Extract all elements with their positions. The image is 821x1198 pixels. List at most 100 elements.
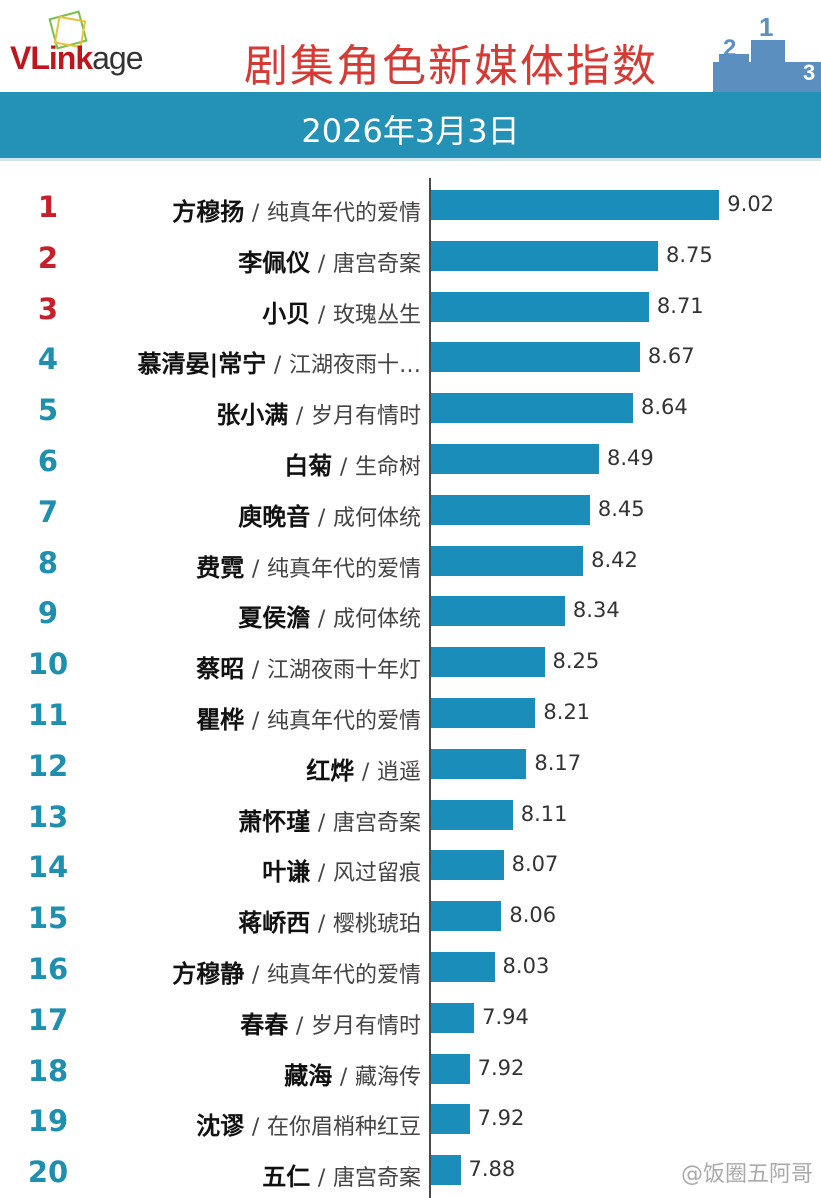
chart-row: 5 张小满 / 岁月有情时 8.64 xyxy=(0,391,821,431)
chart-row: 9 夏侯澹 / 成何体统 8.34 xyxy=(0,594,821,634)
bar-label: 春春 / 岁月有情时 xyxy=(240,1005,421,1040)
separator: / xyxy=(317,505,326,531)
rank-number: 9 xyxy=(37,596,59,631)
character-name: 白菊 xyxy=(284,452,333,480)
data-label: 8.17 xyxy=(534,750,582,775)
rank-number: 3 xyxy=(37,291,59,326)
chart-row: 13 萧怀瑾 / 唐宫奇案 8.11 xyxy=(0,798,821,838)
bar xyxy=(431,545,584,576)
separator: / xyxy=(273,353,282,379)
chart-row: 4 慕清晏|常宁 / 江湖夜雨十… 8.67 xyxy=(0,340,821,380)
bar-label: 红烨 / 逍遥 xyxy=(306,751,421,786)
chart-row: 6 白菊 / 生命树 8.49 xyxy=(0,442,821,482)
drama-title: 纯真年代的爱情 xyxy=(266,201,421,226)
drama-title: 岁月有情时 xyxy=(310,1013,421,1039)
data-label: 8.42 xyxy=(591,547,638,572)
data-label: 8.49 xyxy=(606,446,654,470)
bar xyxy=(431,799,513,830)
chart-row: 16 方穆静 / 纯真年代的爱情 8.03 xyxy=(0,950,821,990)
rank-number: 16 xyxy=(27,952,69,986)
separator: / xyxy=(361,759,370,785)
rank-number: 1 xyxy=(37,190,59,224)
character-name: 张小满 xyxy=(216,401,289,430)
chart-row: 14 叶谦 / 风过留痕 8.07 xyxy=(0,848,821,888)
separator: / xyxy=(317,912,326,938)
bar xyxy=(431,494,590,525)
separator: / xyxy=(251,709,260,734)
rank-number: 20 xyxy=(27,1155,69,1190)
character-name: 蒋峤西 xyxy=(238,909,311,938)
rank-number: 17 xyxy=(27,1002,69,1037)
separator: / xyxy=(317,302,326,328)
character-name: 慕清晏|常宁 xyxy=(137,350,267,379)
separator: / xyxy=(251,658,260,684)
character-name: 夏侯澹 xyxy=(238,604,311,633)
character-name: 春春 xyxy=(240,1010,289,1039)
data-label: 8.11 xyxy=(520,801,568,826)
separator: / xyxy=(295,404,304,430)
drama-title: 在你眉梢种红豆 xyxy=(266,1115,421,1141)
rank-number: 7 xyxy=(37,494,59,529)
rank-number: 10 xyxy=(27,647,69,682)
drama-title: 唐宫奇案 xyxy=(332,251,421,277)
bar-label: 张小满 / 岁月有情时 xyxy=(216,395,421,430)
chart-row: 18 藏海 / 藏海传 7.92 xyxy=(0,1052,821,1092)
rank-number: 6 xyxy=(37,444,59,478)
drama-title: 风过留痕 xyxy=(332,861,421,887)
separator: / xyxy=(251,201,260,226)
rank-number: 8 xyxy=(37,545,59,580)
character-name: 费霓 xyxy=(196,553,245,582)
drama-title: 玫瑰丛生 xyxy=(332,302,421,328)
drama-title: 成何体统 xyxy=(332,505,421,531)
drama-title: 江湖夜雨十… xyxy=(288,353,421,379)
chart-row: 20 五仁 / 唐宫奇案 7.88 xyxy=(0,1153,821,1193)
separator: / xyxy=(251,556,260,582)
drama-title: 成何体统 xyxy=(332,607,421,633)
bar-label: 沈谬 / 在你眉梢种红豆 xyxy=(196,1106,421,1141)
bar xyxy=(431,1002,475,1033)
drama-title: 生命树 xyxy=(354,455,421,480)
drama-title: 江湖夜雨十年灯 xyxy=(266,658,421,684)
bar xyxy=(431,342,640,373)
character-name: 红烨 xyxy=(306,756,355,785)
drama-title: 纯真年代的爱情 xyxy=(266,709,421,734)
watermark: @饭圈五阿哥 xyxy=(680,1162,813,1187)
data-label: 7.88 xyxy=(468,1157,516,1182)
chart-row: 3 小贝 / 玫瑰丛生 8.71 xyxy=(0,290,821,330)
rank-number: 14 xyxy=(27,850,69,885)
bar-label: 叶谦 / 风过留痕 xyxy=(262,852,421,887)
rank-number: 11 xyxy=(27,698,69,732)
chart-row: 7 庾晚音 / 成何体统 8.45 xyxy=(0,493,821,533)
character-name: 蔡昭 xyxy=(196,655,245,684)
svg-text:3: 3 xyxy=(803,60,815,85)
bar-label: 白菊 / 生命树 xyxy=(284,446,421,481)
date-band: 2026年3月3日 xyxy=(0,92,821,161)
data-label: 7.92 xyxy=(477,1106,525,1131)
bar-label: 李佩仪 / 唐宫奇案 xyxy=(238,243,421,278)
character-name: 沈谬 xyxy=(196,1112,245,1141)
rank-number: 12 xyxy=(27,748,69,783)
bar xyxy=(431,952,495,982)
separator: / xyxy=(317,607,326,633)
bar xyxy=(431,850,504,881)
data-label: 8.64 xyxy=(641,395,688,420)
character-name: 藏海 xyxy=(284,1061,333,1090)
chart-title: 剧集角色新媒体指数 xyxy=(244,41,658,92)
data-label: 8.07 xyxy=(511,852,559,877)
data-label: 7.92 xyxy=(477,1055,525,1080)
bar xyxy=(431,190,720,220)
separator: / xyxy=(339,455,348,480)
bar xyxy=(431,444,599,474)
chart-row: 11 瞿桦 / 纯真年代的爱情 8.21 xyxy=(0,696,821,736)
bar xyxy=(431,291,649,322)
rank-number: 19 xyxy=(27,1104,69,1139)
podium-icon: 2 1 3 xyxy=(713,18,821,92)
svg-text:2: 2 xyxy=(723,35,736,62)
chart-row: 15 蒋峤西 / 樱桃琥珀 8.06 xyxy=(0,899,821,939)
bar xyxy=(431,901,502,932)
bar-label: 小贝 / 玫瑰丛生 xyxy=(262,294,421,329)
chart-row: 1 方穆扬 / 纯真年代的爱情 9.02 xyxy=(0,188,821,228)
rank-number: 18 xyxy=(27,1053,69,1088)
bar-label: 方穆扬 / 纯真年代的爱情 xyxy=(172,192,421,227)
